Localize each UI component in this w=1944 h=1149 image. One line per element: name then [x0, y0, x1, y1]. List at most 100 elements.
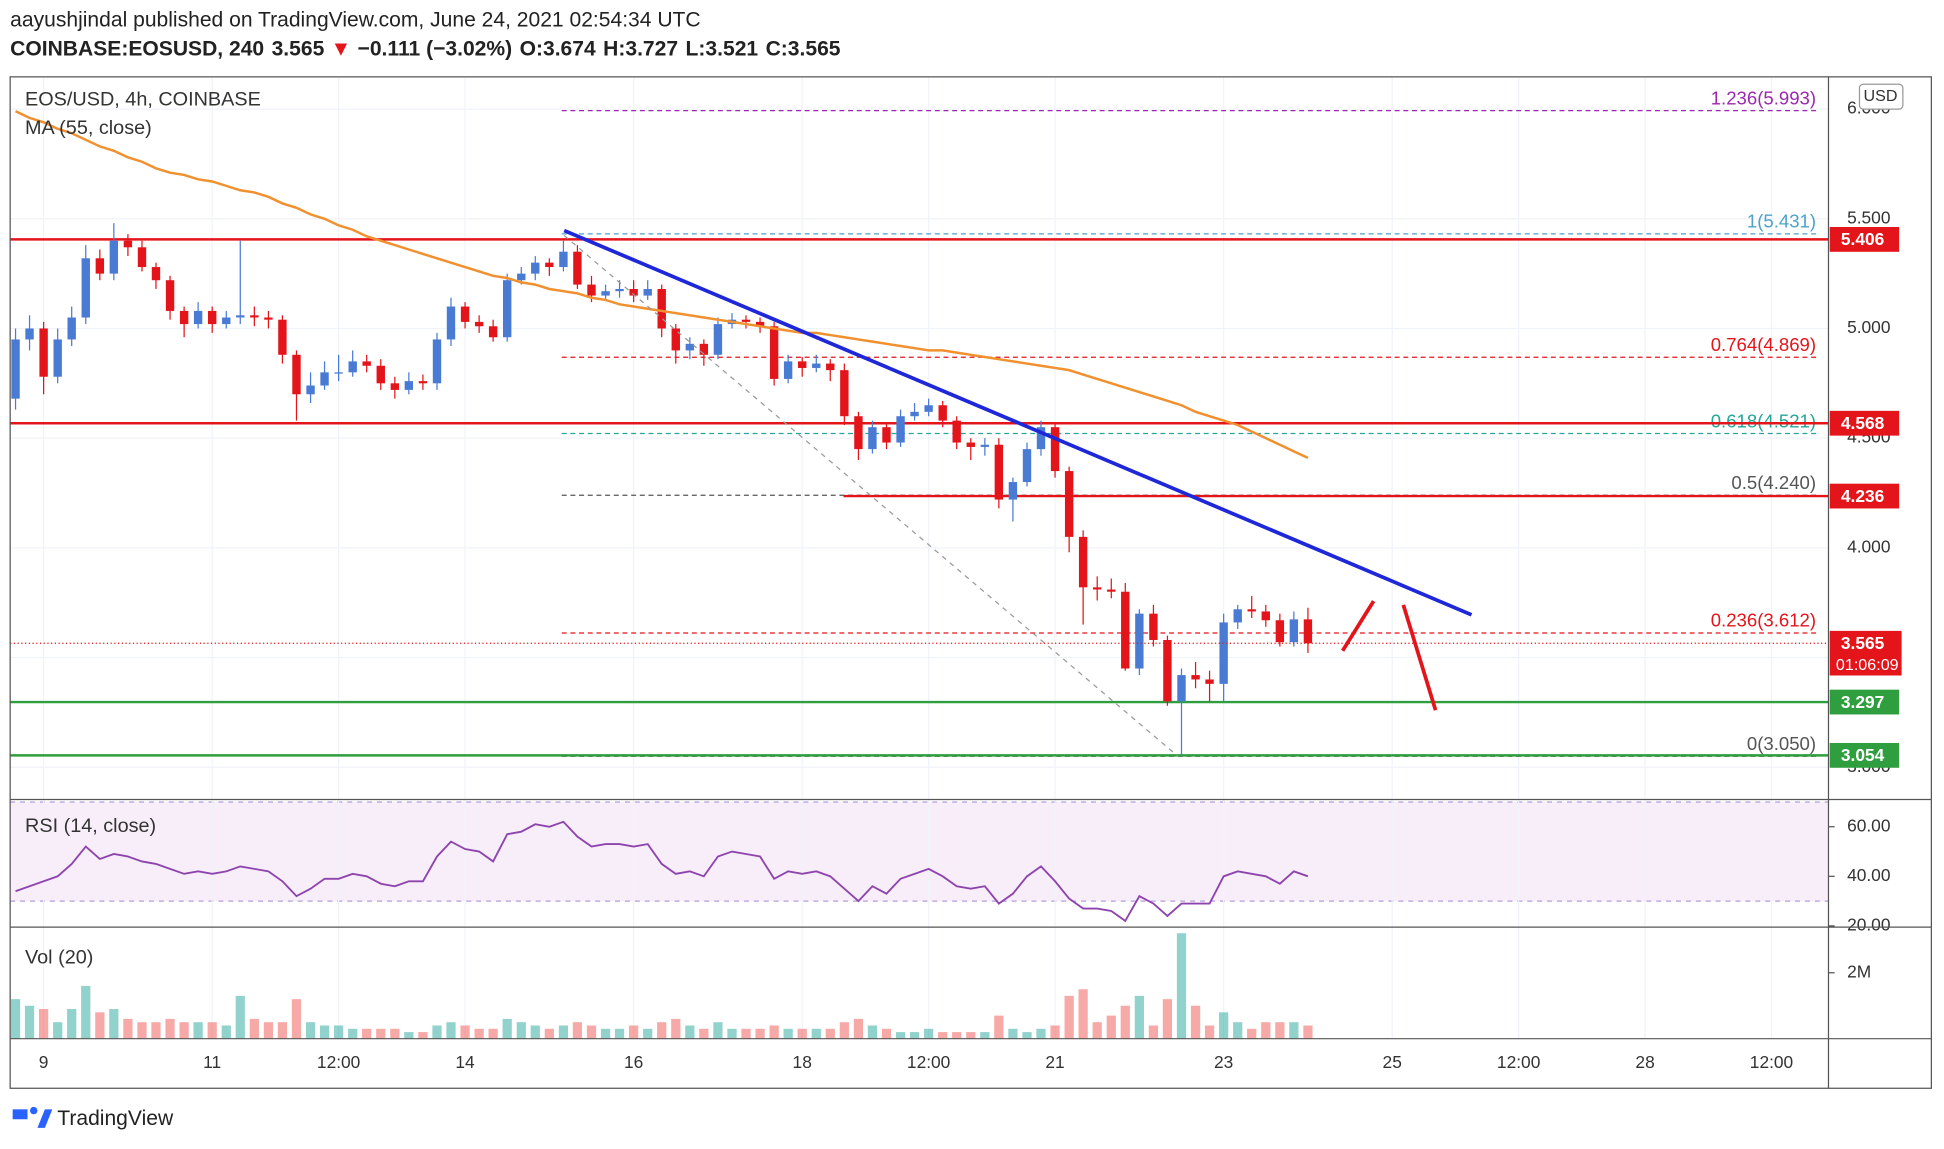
- candle-body: [1050, 427, 1060, 472]
- candle-body: [1078, 536, 1088, 588]
- candle-body: [193, 310, 203, 325]
- candle-body: [334, 372, 343, 374]
- candle-body: [11, 339, 20, 399]
- candle-body: [517, 273, 526, 281]
- candle-body: [1219, 622, 1228, 684]
- candle-body: [292, 354, 301, 395]
- volume-bar: [629, 1025, 639, 1039]
- price-box-label: 4.236: [1841, 486, 1885, 506]
- candle-body: [826, 363, 835, 371]
- candle-body: [1247, 609, 1256, 612]
- candle-body: [1121, 591, 1130, 669]
- x-tick-label: 28: [1635, 1052, 1654, 1072]
- volume-bar: [924, 1028, 934, 1039]
- volume-bar: [657, 1022, 667, 1039]
- candle-body: [573, 251, 582, 285]
- fib-label: 0.5(4.240): [1731, 472, 1816, 493]
- volume-bar: [1289, 1022, 1299, 1039]
- volume-bar: [193, 1022, 203, 1039]
- x-tick-label: 14: [455, 1052, 475, 1072]
- volume-bar: [1036, 1028, 1046, 1039]
- volume-bar: [432, 1025, 442, 1039]
- candle-body: [1135, 613, 1144, 669]
- volume-bar: [1176, 933, 1187, 1039]
- low-label: L:: [686, 37, 706, 60]
- volume-bar: [699, 1028, 709, 1039]
- logo-part: [29, 1106, 38, 1115]
- fib-label: 1.236(5.993): [1711, 87, 1816, 108]
- volume-bar: [137, 1022, 147, 1039]
- volume-bar: [1078, 989, 1088, 1039]
- y-tick-label: 5.000: [1847, 317, 1890, 337]
- projection-down: [1401, 604, 1438, 711]
- current-price-label: 3.565: [1841, 633, 1885, 653]
- candle-body: [418, 381, 428, 384]
- high-value: 3.727: [625, 37, 678, 60]
- volume-bar: [460, 1025, 470, 1039]
- volume-bar: [811, 1028, 821, 1039]
- candle-body: [882, 427, 891, 443]
- candle-body: [840, 370, 849, 417]
- candle-body: [615, 288, 624, 292]
- volume-bar: [1219, 1012, 1229, 1039]
- current-price-box: [1829, 630, 1902, 676]
- price-box-label: 5.406: [1841, 229, 1885, 249]
- candle-body: [503, 280, 512, 338]
- volume-bar: [895, 1032, 906, 1039]
- currency-box: [1858, 83, 1904, 110]
- candle-body: [938, 405, 947, 421]
- volume-bar: [376, 1028, 386, 1039]
- candle-body: [207, 310, 217, 325]
- volume-bar: [1303, 1025, 1313, 1039]
- candle-body: [952, 420, 961, 443]
- symbol-line: COINBASE:EOSUSD, 240 3.565 ▼ −0.111 (−3.02%…: [10, 37, 841, 60]
- volume-bar: [95, 1012, 105, 1039]
- candle-body: [657, 288, 666, 329]
- candle-body: [376, 365, 385, 384]
- volume-bar: [741, 1028, 751, 1039]
- price-box-label: 4.568: [1841, 413, 1885, 433]
- volume-bar: [853, 1018, 864, 1039]
- volume-bar: [839, 1022, 849, 1039]
- candle-body: [123, 240, 133, 248]
- x-tick-label: 11: [203, 1052, 221, 1072]
- volume-bar: [544, 1028, 554, 1039]
- candle-body: [769, 326, 779, 379]
- projection-up: [1341, 600, 1376, 652]
- candle-body: [446, 306, 456, 340]
- candle-body: [236, 315, 245, 318]
- candle-body: [1275, 620, 1285, 643]
- candle-body: [812, 363, 821, 368]
- candle-body: [109, 240, 119, 274]
- y-tick-label: 5.500: [1847, 207, 1890, 227]
- volume-bar: [685, 1025, 695, 1039]
- frame: [9, 76, 1932, 1089]
- volume-bar: [488, 1028, 498, 1039]
- ma-legend: MA (55, close): [25, 117, 152, 139]
- volume-bar: [1275, 1022, 1285, 1039]
- price-box: [1829, 227, 1900, 252]
- candle-body: [474, 321, 484, 327]
- rsi-line: [15, 820, 1309, 923]
- volume-bar: [348, 1028, 358, 1039]
- volume-bar: [123, 1018, 133, 1039]
- volume-bar: [24, 1005, 35, 1039]
- volume-bar: [952, 1032, 962, 1039]
- change: −0.111 (−3.02%): [358, 37, 513, 60]
- rsi-tick-label: 20.00: [1847, 914, 1890, 934]
- volume-bar: [643, 1028, 653, 1039]
- volume-bar: [1134, 995, 1144, 1039]
- candle-body: [39, 328, 48, 377]
- candle-body: [151, 267, 161, 281]
- volume-bar: [81, 985, 91, 1039]
- volume-bar: [334, 1025, 344, 1039]
- x-tick-label: 12:00: [907, 1052, 950, 1072]
- volume-bar: [1064, 995, 1074, 1039]
- plot-layer: 9 11 12:00 14 16 18 12:00 21 23 25 12:00 28 12:00 3.0…: [10, 76, 1902, 1072]
- x-tick-label: 18: [793, 1052, 812, 1072]
- volume-bar: [572, 1022, 583, 1039]
- volume-bar: [1204, 1025, 1215, 1039]
- volume-bar: [558, 1025, 569, 1039]
- volume-bar: [249, 1018, 259, 1039]
- x-tick-label: 21: [1045, 1052, 1064, 1072]
